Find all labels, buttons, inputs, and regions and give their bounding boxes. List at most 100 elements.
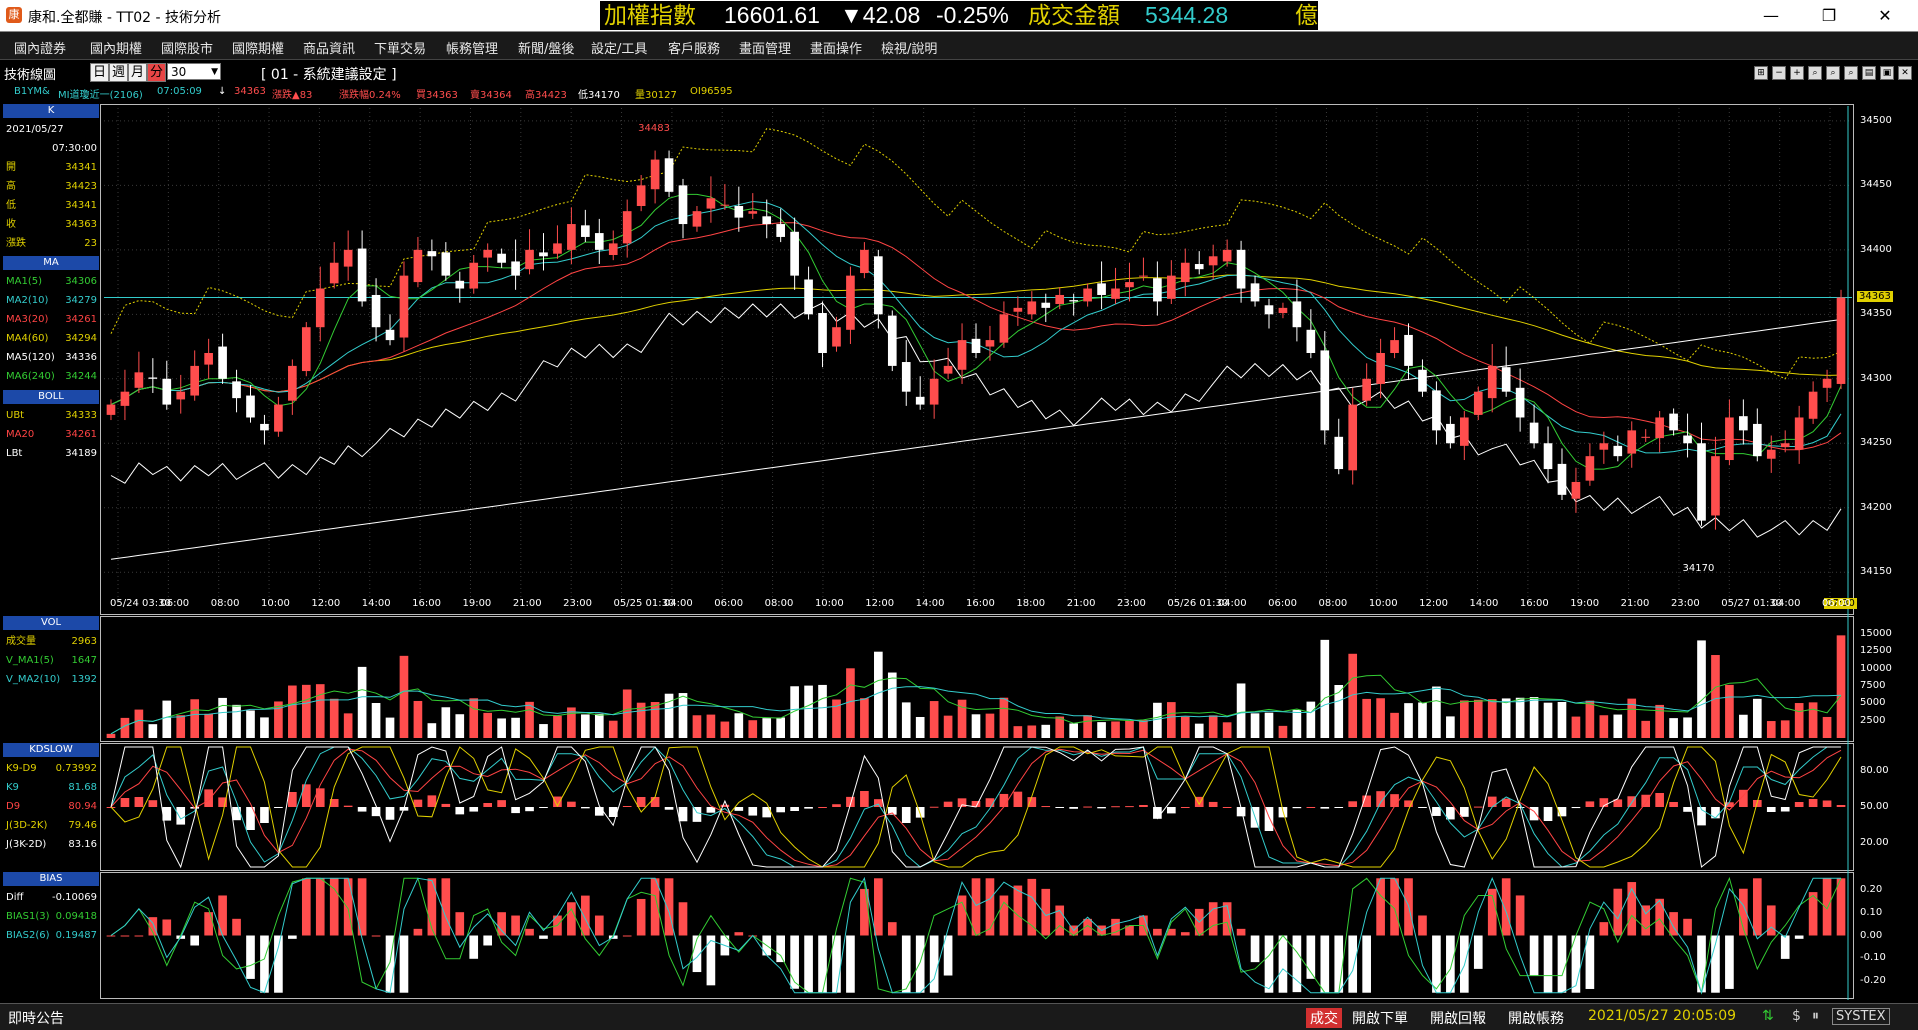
quote-low: 低34170 (578, 90, 620, 101)
vol-label: V_MA1(5) (6, 655, 54, 666)
menu-item[interactable]: 國際股市 (161, 42, 214, 57)
menu-item[interactable]: 下單交易 (374, 42, 427, 57)
kd-value: 79.46 (68, 820, 97, 831)
quote-change: 漲跌▲83 (272, 90, 313, 101)
k-label: 漲跌 (6, 238, 26, 249)
kd-value: 83.16 (68, 839, 97, 850)
menu-item[interactable]: 檢視/說明 (881, 42, 938, 57)
ma-row: MA1(5) 34306 (6, 275, 97, 289)
period-week[interactable]: 週 (109, 63, 128, 82)
open-account-button[interactable]: 開啟帳務 (1508, 1011, 1564, 1027)
period-day[interactable]: 日 (90, 63, 109, 82)
close-button[interactable]: ✕ (1878, 6, 1892, 25)
interval-value: 30 (171, 65, 187, 79)
vol-label: V_MA2(10) (6, 674, 61, 685)
signal-icon: ⇅ (1762, 1008, 1774, 1024)
quote-row: B1YM& MI道瓊近一(2106) 07:05:09 ↓ 34363 漲跌▲8… (0, 84, 1918, 101)
boll-value: 34333 (65, 410, 97, 421)
kd-row: K9 81.68 (6, 781, 97, 795)
ma-label: MA2(10) (6, 295, 49, 306)
toolbar-icon[interactable]: + (1790, 66, 1804, 80)
vol-row: 成交量 2963 (6, 635, 97, 649)
ma-value: 34244 (65, 371, 97, 382)
bias-tick: -0.10 (1860, 952, 1886, 964)
toolbar-icon[interactable]: − (1772, 66, 1786, 80)
price-tick: 34400 (1860, 243, 1892, 255)
ma-header: MA (3, 256, 99, 270)
bias-label: BIAS2(6) (6, 930, 50, 941)
ma-label: MA1(5) (6, 276, 42, 287)
kd-label: K9 (6, 782, 19, 793)
app-icon: 康 (6, 7, 22, 23)
ticker-change-pct: -0.25% (936, 2, 1009, 28)
time-tick: 10:00 (1368, 598, 1398, 609)
ticker-unit: 億 (1295, 2, 1318, 28)
kd-panel (100, 743, 1854, 871)
time-tick: 06:00 (1822, 598, 1851, 609)
period-minute[interactable]: 分 (147, 63, 166, 82)
maximize-button[interactable]: ❐ (1821, 6, 1837, 25)
k-time-value: 07:30:00 (52, 143, 97, 154)
trade-button[interactable]: 成交 (1306, 1008, 1342, 1028)
menu-item[interactable]: 設定/工具 (591, 42, 648, 57)
announcement-link[interactable]: 即時公告 (8, 1011, 64, 1027)
status-datetime: 2021/05/27 20:05:09 (1588, 1008, 1737, 1024)
bias-tick: 0.20 (1860, 883, 1883, 895)
price-tick: 34250 (1860, 437, 1892, 449)
brand-logo: SYSTEX (1832, 1008, 1890, 1025)
quote-bid: 買34363 (416, 90, 458, 101)
toolbar-icon[interactable]: ▣ (1880, 66, 1894, 80)
toolbar-icon[interactable]: ⌕ (1808, 66, 1822, 80)
menu-item[interactable]: 國際期權 (232, 42, 285, 57)
volume-tick: 5000 (1860, 697, 1886, 709)
time-tick: 12:00 (311, 598, 341, 609)
toolbar-icon[interactable]: ⊞ (1754, 66, 1768, 80)
ma-label: MA5(120) (6, 352, 55, 363)
time-tick: 06:00 (714, 598, 744, 609)
bias-row: BIAS2(6) 0.19487 (6, 929, 97, 943)
kd-row: K9-D9 0.73992 (6, 762, 97, 776)
interval-select[interactable]: 30 ▼ (167, 63, 221, 80)
menu-item[interactable]: 客戶服務 (668, 42, 721, 57)
k-row: 漲跌 23 (6, 237, 97, 251)
menu-item[interactable]: 國內期權 (90, 42, 143, 57)
time-tick: 05/25 01:30 (613, 598, 675, 609)
strategy-label[interactable]: [ 01 - 系統建議設定 ] (261, 67, 397, 83)
toolbar-icon[interactable]: ⌕ (1826, 66, 1840, 80)
time-tick: 16:00 (966, 598, 995, 609)
open-reply-button[interactable]: 開啟回報 (1430, 1011, 1486, 1027)
toolbar-icon[interactable]: ⌕ (1844, 66, 1858, 80)
chart-window-label: 技術線圖 (4, 68, 57, 83)
ma-value: 34306 (65, 276, 97, 287)
bias-panel (100, 872, 1854, 999)
k-row: 收 34363 (6, 218, 97, 232)
menu-item[interactable]: 商品資訊 (303, 42, 356, 57)
time-tick: 05/27 01:30 (1721, 598, 1783, 609)
k-row: 高 34423 (6, 180, 97, 194)
menu-item[interactable]: 國內證券 (14, 42, 67, 57)
ma-label: MA4(60) (6, 333, 49, 344)
menu-item[interactable]: 帳務管理 (446, 42, 499, 57)
k-value: 34363 (65, 219, 97, 230)
vol-value: 1392 (71, 674, 97, 685)
menu-item[interactable]: 新聞/盤後 (518, 42, 575, 57)
volume-tick: 7500 (1860, 679, 1886, 691)
time-tick: 08:00 (1318, 598, 1348, 609)
kd-tick: 50.00 (1860, 801, 1889, 812)
ma-label: MA6(240) (6, 371, 55, 382)
toolbar-icon[interactable]: ✕ (1898, 66, 1912, 80)
kd-row: J(3D-2K) 79.46 (6, 819, 97, 833)
boll-row: UBt 34333 (6, 409, 97, 423)
time-tick: 18:00 (1016, 598, 1046, 609)
period-month[interactable]: 月 (128, 63, 147, 82)
boll-row: LBt 34189 (6, 447, 97, 461)
kd-row: J(3K-2D) 83.16 (6, 838, 97, 852)
kd-label: J(3K-2D) (6, 839, 47, 850)
ma-label: MA3(20) (6, 314, 49, 325)
menu-item[interactable]: 畫面管理 (739, 42, 792, 57)
open-order-button[interactable]: 開啟下單 (1352, 1011, 1408, 1027)
minimize-button[interactable]: — (1763, 6, 1779, 25)
k-date: 2021/05/27 (6, 123, 97, 137)
menu-item[interactable]: 畫面操作 (810, 42, 863, 57)
toolbar-icon[interactable]: ▤ (1862, 66, 1876, 80)
